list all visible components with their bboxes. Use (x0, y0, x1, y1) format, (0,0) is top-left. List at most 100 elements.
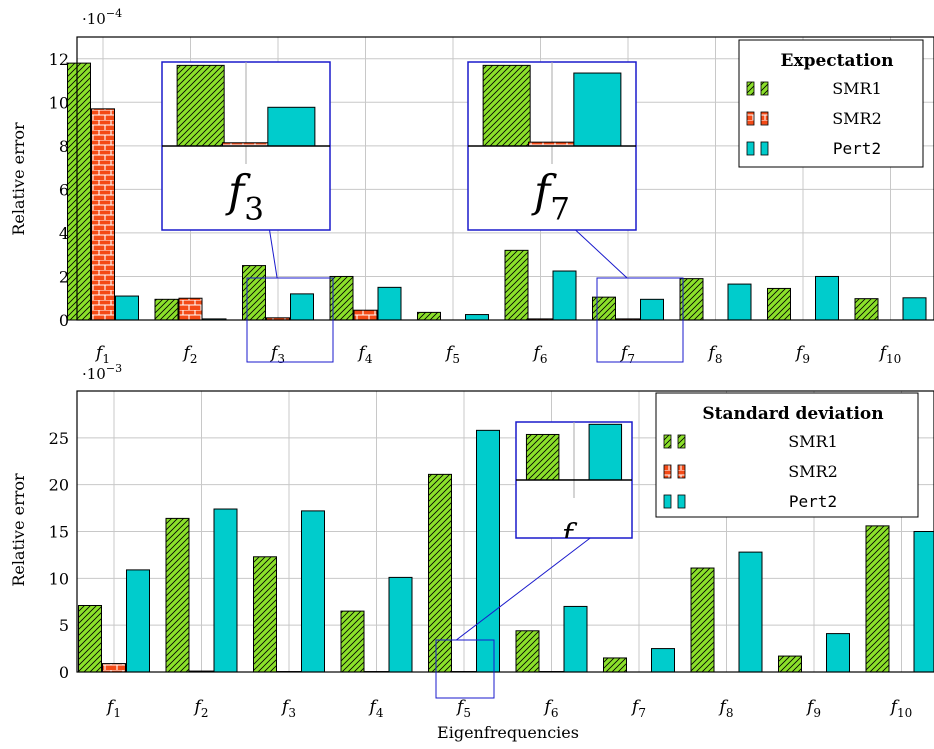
bar-pert2-f5 (476, 429, 500, 673)
bar-smr1-f6 (515, 630, 540, 673)
bar-smr1-f7 (603, 657, 627, 673)
x-tick-label: f6 (532, 343, 548, 366)
bar-pert2-f1 (126, 569, 150, 673)
legend-box (738, 39, 924, 168)
x-tick-label: f7 (619, 343, 635, 366)
zoom-inset-f7: f7 (467, 61, 684, 363)
y-tick-label: 6 (59, 180, 69, 199)
inset-bar-smr1 (176, 64, 225, 147)
x-tick-label: f6 (543, 697, 559, 720)
inset-bar-smr1 (482, 64, 531, 147)
y-tick-label: 12 (49, 50, 69, 69)
zoom-connector (575, 229, 628, 279)
y-tick-label: 4 (59, 224, 69, 243)
bar-smr1-f9 (767, 287, 791, 321)
bar-pert2-f10 (913, 531, 934, 673)
bottom-y-axis-label: Relative error (9, 473, 28, 587)
legend-swatch-smr1 (677, 434, 686, 449)
bar-pert2-f10 (902, 297, 927, 321)
x-axis-label: Eigenfrequencies (437, 723, 579, 742)
bar-pert2-f8 (727, 283, 752, 321)
legend-swatch-smr1 (760, 81, 769, 96)
legend-title: Expectation (780, 51, 893, 71)
zoom-connector (269, 229, 278, 279)
inset-bar-pert2 (267, 106, 316, 147)
legend-swatch-smr1 (663, 434, 672, 449)
y-tick-label: 8 (59, 137, 69, 156)
x-tick-label: f3 (269, 343, 285, 366)
legend-swatch-smr2 (746, 111, 755, 126)
legend-box (655, 392, 919, 518)
bar-smr1-f3 (253, 556, 277, 673)
legend-title: Standard deviation (702, 404, 883, 424)
zoom-insets: f3 f7 f5 (161, 61, 684, 699)
expectation-chart: ·10−4 Relative error 0 2 4 6 8 10 12 f1 f2 f3 f4 f5… (9, 7, 934, 366)
bar-smr2-f1 (91, 108, 115, 321)
legend-swatch-pert2 (677, 494, 686, 509)
x-tick-label: f9 (805, 697, 821, 720)
bar-pert2-f6 (552, 270, 577, 321)
bar-pert2-f9 (826, 633, 850, 673)
bar-pert2-f3 (301, 510, 325, 673)
x-tick-label: f10 (878, 343, 902, 366)
bar-smr1-f2 (165, 517, 190, 673)
zoom-source-rect (246, 277, 334, 363)
x-tick-label: f8 (707, 343, 723, 366)
legend-label-pert2: Pert2 (789, 492, 837, 511)
bar-smr1-f9 (778, 655, 802, 673)
bar-smr1-f5 (417, 311, 441, 321)
legend-swatch-smr2 (663, 464, 672, 479)
inset-label: f7 (531, 166, 570, 227)
legend-label-smr1: SMR1 (832, 79, 882, 98)
top-y-axis-label: Relative error (9, 122, 28, 236)
bar-pert2-f2 (213, 508, 238, 673)
y-tick-label: 25 (49, 429, 69, 448)
standard-deviation-chart: ·10−3 Relative error 0 5 10 15 20 25 f1 f2 f3 f4 f… (9, 362, 934, 742)
bar-smr1-f1 (67, 62, 91, 321)
x-tick-label: f2 (182, 343, 198, 366)
x-tick-label: f5 (455, 697, 471, 720)
inset-bar-smr1 (525, 433, 560, 481)
bar-pert2-f8 (738, 551, 763, 673)
bar-smr1-f1 (78, 604, 102, 673)
bar-pert2-f7 (640, 298, 664, 321)
x-tick-label: f9 (794, 343, 810, 366)
legend-swatch-pert2 (746, 141, 755, 156)
plot-frame (76, 36, 934, 321)
legend-swatch-pert2 (760, 141, 769, 156)
zoom-source-rect (435, 639, 495, 699)
inset-bar-pert2 (573, 72, 622, 147)
x-tick-label: f5 (444, 343, 460, 366)
legend-swatch-smr1 (746, 81, 755, 96)
legend-label-smr2: SMR2 (832, 109, 882, 128)
legend-swatch-smr2 (677, 464, 686, 479)
y-tick-label: 20 (49, 476, 69, 495)
x-tick-label: f1 (105, 697, 121, 720)
x-tick-label: f4 (357, 343, 373, 366)
bar-smr1-f7 (592, 296, 616, 321)
x-tick-label: f7 (630, 697, 646, 720)
bar-smr2-f1 (102, 663, 126, 673)
y-tick-label: 10 (49, 569, 69, 588)
y-tick-label: 5 (59, 616, 69, 635)
bar-smr1-f10 (865, 525, 890, 673)
x-tick-label: f8 (718, 697, 734, 720)
bar-smr1-f2 (154, 298, 179, 321)
y-tick-label: 0 (59, 311, 69, 330)
top-y-scale-label: ·10−4 (82, 7, 122, 28)
zoom-connector (455, 537, 591, 641)
legend-swatch-pert2 (663, 494, 672, 509)
bar-smr1-f6 (504, 249, 529, 321)
zoom-inset-f3: f3 (161, 61, 334, 363)
bar-pert2-f7 (651, 648, 675, 673)
x-tick-label: f2 (193, 697, 209, 720)
bar-smr1-f4 (340, 610, 365, 673)
bar-smr2-f4 (353, 309, 378, 321)
bar-smr2-f2 (178, 297, 203, 321)
bar-pert2-f6 (563, 605, 588, 673)
x-tick-label: f10 (889, 697, 913, 720)
legend-swatch-smr2 (760, 111, 769, 126)
x-tick-label: f1 (94, 343, 110, 366)
bar-pert2-f1 (115, 295, 139, 321)
inset-bar-pert2 (588, 423, 623, 481)
